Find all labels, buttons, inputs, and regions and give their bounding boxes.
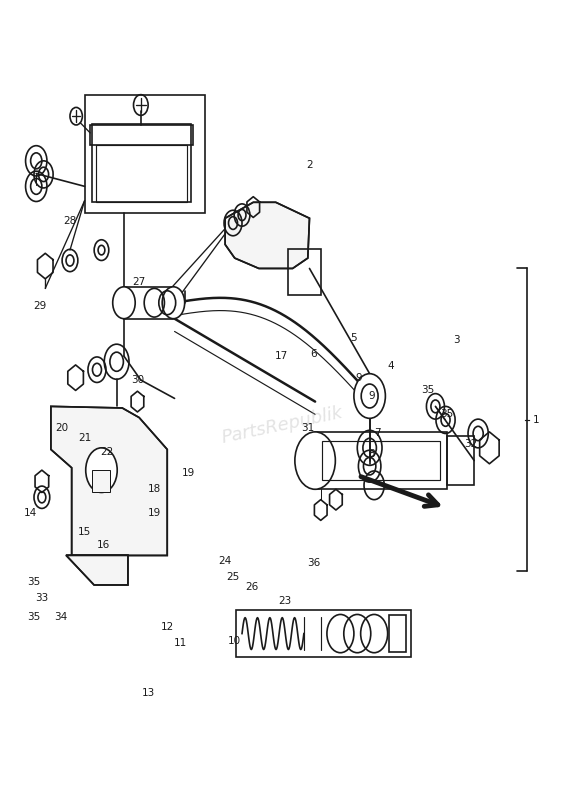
Text: 23: 23 — [279, 596, 292, 606]
Text: 33: 33 — [35, 593, 49, 602]
Text: 9: 9 — [355, 373, 362, 382]
Bar — [315, 432, 447, 490]
Bar — [389, 615, 406, 652]
Text: 14: 14 — [24, 508, 37, 518]
Text: 27: 27 — [133, 277, 146, 287]
Text: 8: 8 — [368, 450, 375, 459]
Text: 24: 24 — [219, 556, 232, 566]
Text: PartsRepublik: PartsRepublik — [220, 404, 345, 447]
Text: 28: 28 — [63, 216, 77, 226]
Text: 13: 13 — [142, 688, 155, 698]
Text: 7: 7 — [373, 429, 380, 438]
Text: 22: 22 — [101, 447, 114, 457]
Circle shape — [112, 286, 135, 318]
Text: 9: 9 — [368, 391, 375, 401]
Text: 5: 5 — [351, 333, 357, 343]
Text: 1: 1 — [533, 415, 540, 425]
Bar — [90, 125, 193, 145]
Text: 21: 21 — [78, 434, 91, 443]
Text: 6: 6 — [310, 349, 317, 358]
Text: 32: 32 — [464, 439, 477, 449]
Text: 2: 2 — [306, 160, 313, 170]
Circle shape — [354, 374, 385, 418]
Text: 11: 11 — [173, 638, 187, 648]
Text: 35: 35 — [421, 386, 434, 395]
Bar — [96, 145, 187, 202]
Text: 30: 30 — [131, 375, 144, 385]
Text: 12: 12 — [160, 622, 174, 632]
Text: 17: 17 — [275, 351, 288, 361]
Polygon shape — [66, 555, 128, 585]
Bar — [93, 470, 111, 493]
Bar — [322, 442, 441, 480]
Text: 35: 35 — [440, 410, 453, 419]
Text: 35: 35 — [27, 612, 41, 622]
Text: 19: 19 — [147, 508, 161, 518]
Text: 15: 15 — [78, 526, 91, 537]
Circle shape — [162, 286, 185, 318]
Text: 35: 35 — [27, 577, 41, 586]
Text: 19: 19 — [181, 468, 195, 478]
Circle shape — [361, 384, 378, 408]
Polygon shape — [51, 406, 167, 555]
Text: 25: 25 — [227, 572, 240, 582]
Bar — [288, 249, 321, 294]
Text: 34: 34 — [54, 612, 67, 622]
Bar — [236, 610, 411, 657]
Text: 4: 4 — [387, 361, 394, 370]
Circle shape — [86, 448, 117, 493]
Text: 3: 3 — [454, 335, 460, 346]
Text: 31: 31 — [301, 423, 315, 433]
Text: 29: 29 — [33, 301, 46, 311]
Text: 26: 26 — [245, 582, 258, 592]
Text: 16: 16 — [97, 540, 110, 550]
Text: 36: 36 — [307, 558, 320, 569]
Bar — [124, 286, 173, 318]
Bar — [85, 94, 206, 213]
Circle shape — [295, 432, 336, 490]
Text: 10: 10 — [228, 636, 241, 646]
Text: 20: 20 — [55, 423, 69, 433]
Polygon shape — [225, 202, 310, 269]
Bar — [447, 436, 474, 486]
Bar — [93, 124, 191, 202]
Text: 18: 18 — [147, 484, 161, 494]
